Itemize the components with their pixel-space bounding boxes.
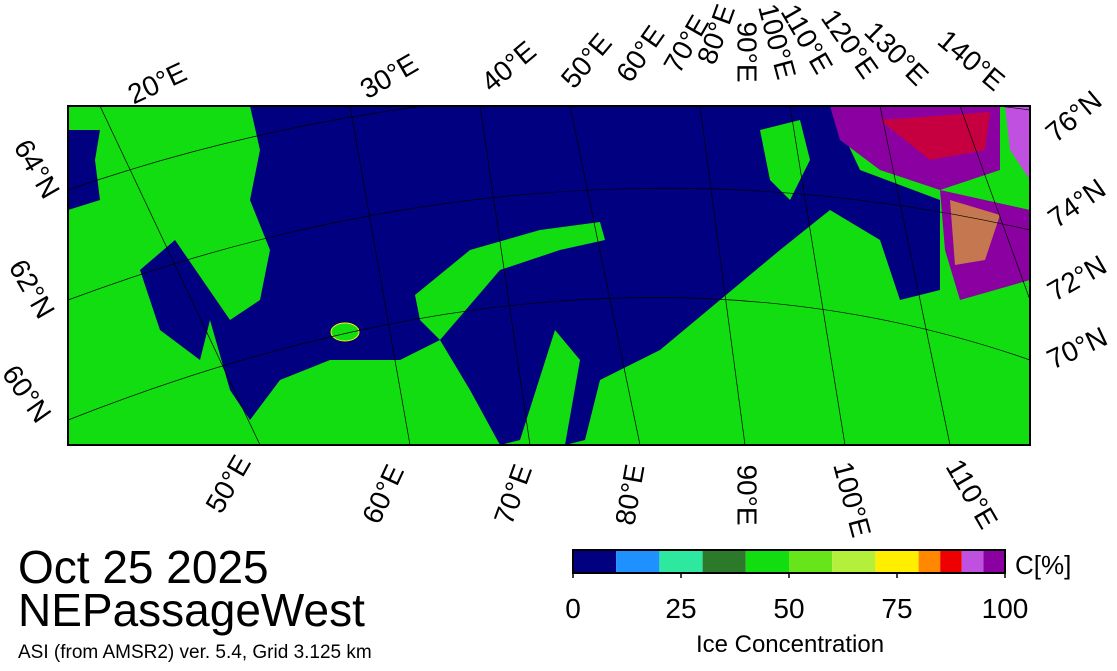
colorbar-segment xyxy=(918,550,941,573)
graticule-label: 110°E xyxy=(940,454,1004,534)
colorbar-segment xyxy=(573,550,617,573)
graticule-label: 70°N xyxy=(1042,321,1112,376)
map-frame xyxy=(67,105,1031,446)
colorbar-segment xyxy=(832,550,876,573)
colorbar-tick-label: 50 xyxy=(773,593,804,624)
graticule-label: 30°E xyxy=(355,47,423,104)
region: NEPassageWest xyxy=(18,584,365,636)
graticule-label: 90°E xyxy=(732,464,763,525)
graticule-label: 70°E xyxy=(488,460,538,528)
colorbar-tick-label: 0 xyxy=(565,593,581,624)
sea xyxy=(140,106,940,445)
island xyxy=(330,322,360,342)
colorbar-tick-label: 75 xyxy=(881,593,912,624)
graticule-label: 20°E xyxy=(123,56,191,110)
colorbar-segment xyxy=(659,550,703,573)
graticule-label: 60°E xyxy=(610,20,670,88)
graticule-label: 72°N xyxy=(1042,249,1112,307)
colorbar-tick-label: 100 xyxy=(982,593,1029,624)
sea-ice xyxy=(880,112,990,160)
colorbar-segment xyxy=(616,550,660,573)
graticule-label: 100°E xyxy=(827,458,877,540)
map xyxy=(68,106,1030,445)
graticule-label: 60°E xyxy=(356,460,410,528)
graticule-label: 90°E xyxy=(732,21,763,82)
colorbar-segment xyxy=(875,550,919,573)
island xyxy=(415,222,605,340)
source: ASI (from AMSR2) ver. 5.4, Grid 3.125 km xyxy=(18,642,372,663)
graticule xyxy=(68,106,1030,445)
graticule-label: 60°N xyxy=(0,359,57,428)
date: Oct 25 2025 xyxy=(18,541,269,593)
graticule-label: 76°N xyxy=(1040,84,1108,148)
graticule-label: 40°E xyxy=(475,35,542,98)
sea xyxy=(68,130,100,210)
colorbar-segment xyxy=(961,550,984,573)
graticule-label: 140°E xyxy=(932,24,1011,97)
colorbar-title: Ice Concentration xyxy=(696,631,884,658)
graticule-label: 62°N xyxy=(3,254,61,324)
colorbar-segment xyxy=(702,550,746,573)
graticule-label: 74°N xyxy=(1042,173,1111,234)
graticule-label: 50°E xyxy=(199,450,256,518)
colorbar-unit: C[%] xyxy=(1015,550,1071,580)
graticule-label: 80°E xyxy=(609,462,650,527)
colorbar-tick-label: 25 xyxy=(665,593,696,624)
colorbar-segment xyxy=(745,550,789,573)
colorbar-segment xyxy=(983,550,1005,573)
graticule-label: 50°E xyxy=(555,27,618,94)
island xyxy=(760,120,810,200)
graticule-label: 64°N xyxy=(8,134,66,204)
sea-ice xyxy=(1005,106,1030,180)
colorbar-segment xyxy=(940,550,962,573)
colorbar-segment xyxy=(789,550,833,573)
